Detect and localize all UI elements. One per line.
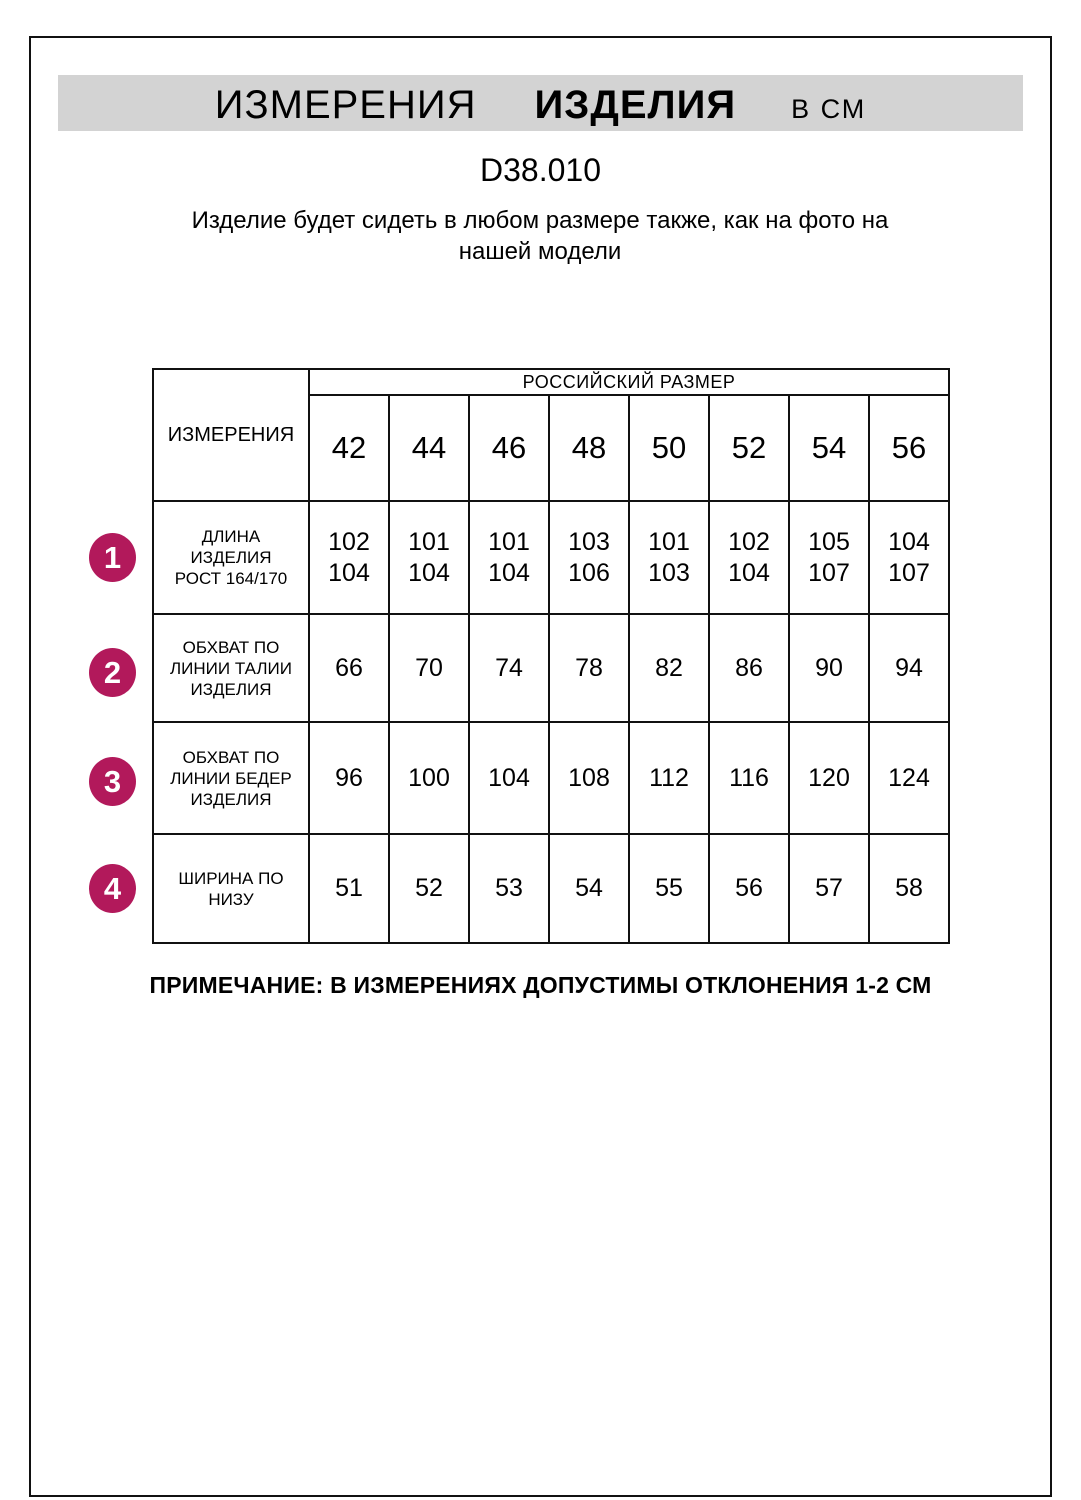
fit-note-subtitle: Изделие будет сидеть в любом размере так… — [191, 207, 889, 265]
value-cell: 103 106 — [548, 500, 630, 615]
value-cell: 53 — [468, 833, 550, 944]
value-cell: 57 — [788, 833, 870, 944]
table-row-length: ДЛИНА ИЗДЕЛИЯ РОСТ 164/170 102 104 101 1… — [152, 500, 950, 615]
row-number-badge-2: 2 — [89, 648, 136, 697]
value-cell: 124 — [868, 721, 950, 835]
row-label-bottom-width: ШИРИНА ПО НИЗУ — [152, 833, 310, 944]
value-cell: 94 — [868, 613, 950, 723]
table-row-bottom-width: ШИРИНА ПО НИЗУ 51 52 53 54 55 56 57 58 — [152, 833, 950, 944]
value-cell: 120 — [788, 721, 870, 835]
value-cell: 104 107 — [868, 500, 950, 615]
value-cell: 82 — [628, 613, 710, 723]
title-unit-cm: В СМ — [791, 94, 867, 124]
value-cell: 54 — [548, 833, 630, 944]
size-header-44: 44 — [388, 394, 470, 502]
value-cell: 100 — [388, 721, 470, 835]
russian-size-header: РОССИЙСКИЙ РАЗМЕР — [308, 368, 950, 396]
value-cell: 66 — [308, 613, 390, 723]
value-cell: 74 — [468, 613, 550, 723]
value-cell: 108 — [548, 721, 630, 835]
size-header-52: 52 — [708, 394, 790, 502]
table-row-waist: ОБХВАТ ПО ЛИНИИ ТАЛИИ ИЗДЕЛИЯ 66 70 74 7… — [152, 613, 950, 723]
size-header-50: 50 — [628, 394, 710, 502]
value-cell: 101 104 — [388, 500, 470, 615]
value-cell: 78 — [548, 613, 630, 723]
table-row-hips: ОБХВАТ ПО ЛИНИИ БЕДЕР ИЗДЕЛИЯ 96 100 104… — [152, 721, 950, 835]
value-cell: 51 — [308, 833, 390, 944]
size-header-48: 48 — [548, 394, 630, 502]
value-cell: 90 — [788, 613, 870, 723]
title-measurements: ИЗМЕРЕНИЯ — [214, 83, 477, 127]
value-cell: 52 — [388, 833, 470, 944]
row-label-hips: ОБХВАТ ПО ЛИНИИ БЕДЕР ИЗДЕЛИЯ — [152, 721, 310, 835]
title-banner: ИЗМЕРЕНИЯ ИЗДЕЛИЯ В СМ — [58, 75, 1023, 131]
value-cell: 104 — [468, 721, 550, 835]
row-label-length: ДЛИНА ИЗДЕЛИЯ РОСТ 164/170 — [152, 500, 310, 615]
value-cell: 102 104 — [708, 500, 790, 615]
value-cell: 116 — [708, 721, 790, 835]
value-cell: 96 — [308, 721, 390, 835]
table-group-header-row: ИЗМЕРЕНИЯ РОССИЙСКИЙ РАЗМЕР — [152, 368, 950, 502]
size-header-54: 54 — [788, 394, 870, 502]
value-cell: 101 104 — [468, 500, 550, 615]
size-header-46: 46 — [468, 394, 550, 502]
size-header-56: 56 — [868, 394, 950, 502]
table-size-header-row: 42 44 46 48 50 52 54 56 — [153, 394, 950, 502]
value-cell: 101 103 — [628, 500, 710, 615]
value-cell: 86 — [708, 613, 790, 723]
model-code: D38.010 — [480, 152, 601, 188]
row-number-badge-3: 3 — [89, 757, 136, 806]
value-cell: 70 — [388, 613, 470, 723]
value-cell: 56 — [708, 833, 790, 944]
row-label-waist: ОБХВАТ ПО ЛИНИИ ТАЛИИ ИЗДЕЛИЯ — [152, 613, 310, 723]
size-header-42: 42 — [308, 394, 390, 502]
row-number-badge-4: 4 — [89, 864, 136, 913]
size-measurements-table: ИЗМЕРЕНИЯ РОССИЙСКИЙ РАЗМЕР 42 44 46 48 … — [152, 368, 950, 944]
value-cell: 112 — [628, 721, 710, 835]
value-cell: 105 107 — [788, 500, 870, 615]
corner-header-cell: ИЗМЕРЕНИЯ — [152, 368, 310, 502]
title-product: ИЗДЕЛИЯ — [534, 83, 737, 127]
value-cell: 58 — [868, 833, 950, 944]
row-number-badge-1: 1 — [89, 533, 136, 582]
value-cell: 102 104 — [308, 500, 390, 615]
tolerance-note: ПРИМЕЧАНИЕ: В ИЗМЕРЕНИЯХ ДОПУСТИМЫ ОТКЛО… — [149, 972, 932, 998]
value-cell: 55 — [628, 833, 710, 944]
